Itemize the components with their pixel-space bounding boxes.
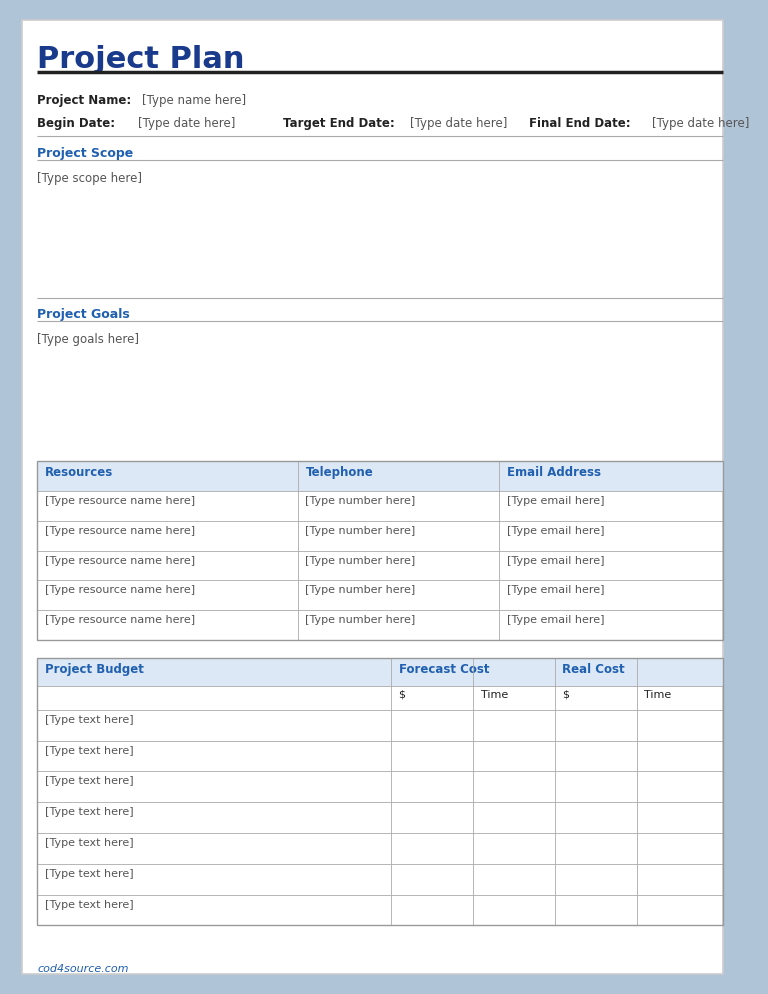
Text: [Type email here]: [Type email here] [507,496,604,506]
FancyBboxPatch shape [22,20,723,974]
Text: Forecast Cost: Forecast Cost [399,663,489,676]
Text: [Type goals here]: [Type goals here] [38,333,139,346]
Text: Time: Time [644,690,672,700]
Text: [Type email here]: [Type email here] [507,556,604,566]
Text: [Type resource name here]: [Type resource name here] [45,496,195,506]
Text: [Type email here]: [Type email here] [507,615,604,625]
Text: [Type text here]: [Type text here] [45,900,134,910]
Text: [Type name here]: [Type name here] [141,94,246,107]
Text: cod4source.com: cod4source.com [38,964,129,974]
Text: Project Plan: Project Plan [38,45,245,74]
Text: [Type number here]: [Type number here] [306,585,415,595]
Text: Project Budget: Project Budget [45,663,144,676]
Text: Real Cost: Real Cost [562,663,625,676]
Text: Time: Time [481,690,508,700]
Text: [Type number here]: [Type number here] [306,526,415,536]
Text: Email Address: Email Address [507,466,601,479]
Text: [Type resource name here]: [Type resource name here] [45,556,195,566]
Text: [Type date here]: [Type date here] [137,117,235,130]
Text: [Type number here]: [Type number here] [306,496,415,506]
Text: [Type date here]: [Type date here] [652,117,750,130]
FancyBboxPatch shape [38,658,723,686]
FancyBboxPatch shape [38,461,723,491]
Text: Telephone: Telephone [306,466,373,479]
Text: [Type email here]: [Type email here] [507,585,604,595]
Text: [Type text here]: [Type text here] [45,776,134,786]
Text: [Type text here]: [Type text here] [45,869,134,879]
Text: [Type number here]: [Type number here] [306,556,415,566]
Text: Begin Date:: Begin Date: [38,117,115,130]
Text: [Type number here]: [Type number here] [306,615,415,625]
Text: $: $ [562,690,570,700]
Text: Target End Date:: Target End Date: [283,117,395,130]
Text: [Type text here]: [Type text here] [45,807,134,817]
Text: Project Goals: Project Goals [38,308,130,321]
Text: [Type resource name here]: [Type resource name here] [45,526,195,536]
Text: [Type text here]: [Type text here] [45,746,134,755]
Text: [Type resource name here]: [Type resource name here] [45,585,195,595]
Text: Resources: Resources [45,466,113,479]
Text: Project Scope: Project Scope [38,147,134,160]
Text: Final End Date:: Final End Date: [529,117,631,130]
Text: [Type date here]: [Type date here] [410,117,507,130]
Text: [Type text here]: [Type text here] [45,838,134,848]
Text: [Type text here]: [Type text here] [45,715,134,725]
Text: [Type email here]: [Type email here] [507,526,604,536]
Text: [Type scope here]: [Type scope here] [38,172,142,185]
Text: [Type resource name here]: [Type resource name here] [45,615,195,625]
Text: $: $ [399,690,406,700]
Text: Project Name:: Project Name: [38,94,131,107]
